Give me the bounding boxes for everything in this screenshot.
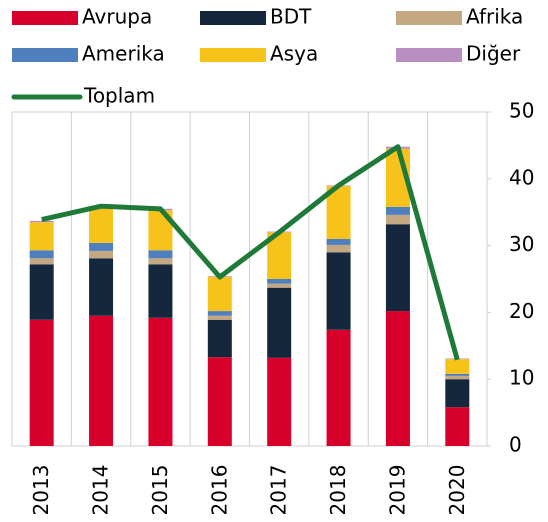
bar-segment (267, 287, 292, 358)
legend-swatch (12, 11, 78, 25)
bar-segment (445, 379, 470, 408)
x-tick-label: 2016 (207, 465, 231, 516)
bar-segment (148, 258, 173, 265)
bar-segment (326, 238, 351, 245)
bar-segment (385, 311, 410, 446)
bar-segment (445, 373, 470, 376)
y-tick-label: 40 (509, 165, 534, 189)
x-tick-label: 2018 (326, 465, 350, 516)
legend-swatch (12, 48, 78, 62)
bar-segment (148, 264, 173, 318)
legend-label: Toplam (83, 84, 155, 108)
x-tick-label: 2020 (445, 465, 469, 516)
bar-segment (445, 407, 470, 446)
bar-segment (29, 258, 54, 265)
legend-label: Afrika (466, 5, 523, 29)
bar-segment (326, 244, 351, 253)
bar-segment (207, 319, 232, 358)
x-tick-label: 2019 (385, 465, 409, 516)
bar-segment (148, 317, 173, 446)
bar-segment (267, 279, 292, 284)
bar-segment (207, 311, 232, 316)
bar-segment (267, 283, 292, 288)
y-tick-label: 20 (509, 299, 534, 323)
bar-segment (207, 357, 232, 446)
y-tick-label: 0 (509, 433, 522, 457)
legend-swatch (396, 48, 462, 62)
bar-segment (29, 220, 54, 223)
legend-swatch (200, 11, 266, 25)
bar-segment (89, 315, 114, 446)
bar-segment (326, 329, 351, 446)
bar-segment (89, 206, 114, 243)
x-tick-label: 2017 (267, 465, 291, 516)
y-tick-label: 10 (509, 366, 534, 390)
legend-label: Amerika (82, 42, 165, 66)
bar-segment (29, 319, 54, 446)
bar-segment (29, 264, 54, 320)
bar-segment (445, 359, 470, 374)
bar-segment (207, 315, 232, 320)
x-tick-label: 2013 (29, 465, 53, 516)
legend-swatch (396, 11, 462, 25)
bar-segment (267, 357, 292, 446)
bar-segment (89, 242, 114, 251)
legend-swatch (200, 48, 266, 62)
bar-segment (89, 258, 114, 316)
bar-segment (385, 224, 410, 312)
bar-segment (326, 252, 351, 330)
legend-label: Avrupa (82, 5, 152, 29)
bar-segment (385, 206, 410, 215)
legend-label: Diğer (466, 42, 521, 66)
bar-segment (29, 222, 54, 251)
bar-segment (207, 276, 232, 312)
x-tick-label: 2014 (89, 465, 113, 516)
bar-segment (385, 214, 410, 225)
x-tick-label: 2015 (148, 465, 172, 516)
total-line (41, 144, 460, 361)
bar-segment (148, 250, 173, 259)
y-tick-label: 50 (509, 99, 534, 123)
bar-segment (445, 375, 470, 380)
legend-label: Asya (270, 42, 318, 66)
y-tick-label: 30 (509, 232, 534, 256)
bar-segment (89, 250, 114, 259)
bar-segment (29, 250, 54, 259)
legend-label: BDT (270, 5, 312, 29)
